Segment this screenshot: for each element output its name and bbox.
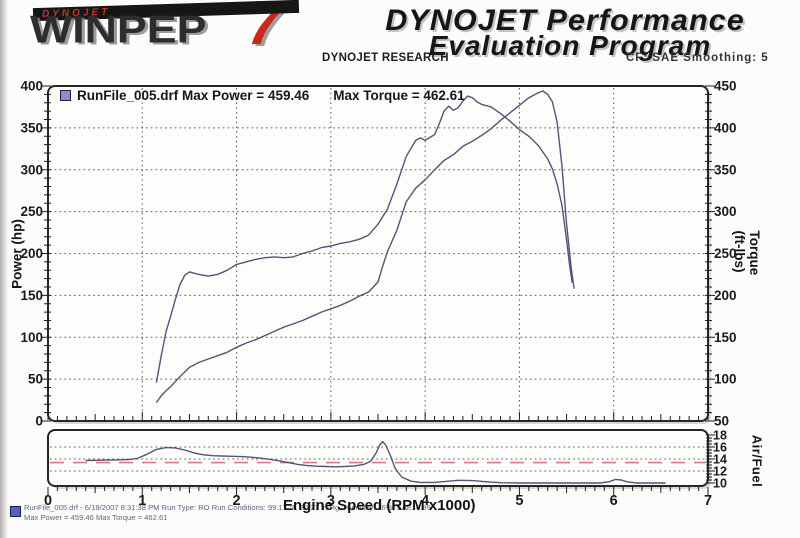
power-tick-label: 250	[20, 204, 43, 219]
rpm-tick-label: 5	[515, 493, 523, 509]
power-tick-label: 200	[20, 246, 43, 261]
power-tick-label: 100	[20, 330, 43, 345]
airfuel-curve	[85, 440, 666, 484]
torque-tick-label: 300	[714, 204, 737, 219]
airfuel-axis-title: Air/Fuel	[749, 434, 765, 488]
torque-curve	[155, 95, 573, 383]
engine-speed-axis-label: Engine Speed (RPM x1000)	[283, 497, 476, 514]
power-axis-title: Power (hp)	[9, 219, 25, 289]
legend-max-torque: Max Torque = 462.61	[333, 88, 465, 103]
torque-tick-label: 150	[714, 330, 737, 345]
dynojet-research-label: DYNOJET RESEARCH	[322, 52, 449, 64]
run-file-swatch-icon	[10, 506, 21, 517]
run-info-line1: RunFile_005.drf - 6/18/2007 8:31:38 PM R…	[24, 503, 431, 512]
rpm-tick-label: 1	[138, 493, 146, 509]
torque-tick-label: 200	[714, 288, 737, 303]
program-title-line2: Evaluation Program	[428, 30, 712, 61]
af-tick-label: 16	[713, 441, 727, 455]
torque-axis-title: Torque (ft-lbs)	[732, 230, 762, 276]
airfuel-chart-frame	[47, 429, 709, 487]
power-tick-label: 50	[28, 372, 43, 387]
rpm-tick-label: 7	[704, 493, 712, 509]
rpm-tick-label: 6	[610, 493, 618, 509]
torque-tick-label: 250	[714, 246, 737, 261]
torque-tick-label: 400	[714, 120, 737, 135]
power-tick-label: 400	[20, 79, 43, 94]
rpm-tick-label: 2	[233, 493, 241, 509]
rpm-tick-label: 4	[421, 493, 429, 509]
winpep-wordmark: WINPEP	[30, 8, 207, 52]
af-tick-label: 10	[713, 477, 727, 491]
torque-tick-label: 50	[714, 414, 729, 429]
legend-max-power: RunFile_005.drf Max Power = 459.46	[77, 88, 310, 103]
power-tick-label: 350	[20, 120, 43, 135]
correction-smoothing-label: CF: SAE Smoothing: 5	[626, 52, 769, 64]
scan-edge-artifact	[0, 0, 8, 538]
program-title-line1: DYNOJET Performance	[385, 4, 745, 37]
power-tick-label: 150	[20, 288, 43, 303]
torque-tick-label: 100	[714, 372, 737, 387]
run-info-line2: Max Power = 459.46 Max Torque = 462.61	[24, 513, 168, 522]
torque-tick-label: 450	[714, 79, 737, 94]
rpm-tick-label: 0	[44, 493, 52, 509]
af-tick-label: 18	[713, 429, 727, 443]
af-tick-label: 12	[713, 465, 727, 479]
af-tick-label: 14	[713, 453, 727, 467]
power-tick-label: 0	[35, 414, 43, 429]
torque-tick-label: 350	[714, 162, 737, 177]
power-tick-label: 300	[20, 162, 43, 177]
rpm-tick-label: 3	[327, 493, 335, 509]
run-legend: RunFile_005.drf Max Power = 459.46 Max T…	[60, 88, 465, 103]
power-curve	[155, 90, 575, 404]
run-color-swatch-icon	[60, 90, 71, 101]
